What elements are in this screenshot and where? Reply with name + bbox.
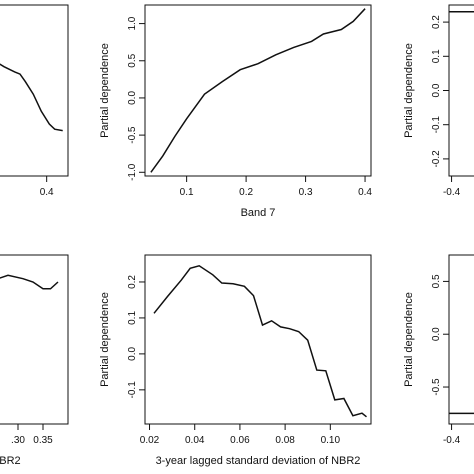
y-tick-label: 0.5	[127, 53, 138, 67]
y-tick-label: 1.0	[127, 16, 138, 30]
x-tick-label: 0.1	[180, 187, 194, 198]
partial-dependence-line	[0, 63, 63, 132]
y-tick-label: 0.0	[127, 346, 138, 360]
x-tick-label: 0.3	[299, 187, 313, 198]
y-tick-label: -0.5	[127, 126, 138, 144]
panel-top-middle: 0.1 0.2 0.3 0.4 -1.0 -0.5 0.0 0.5 1.0 Partial dep…	[99, 4, 372, 219]
partial-dependence-line	[150, 8, 366, 173]
x-axis-title: Band 7	[241, 207, 276, 219]
y-tick-label: 0.2	[127, 275, 138, 289]
partial-dependence-line	[0, 274, 59, 290]
plot-frame	[144, 4, 372, 177]
y-tick-label: -0.5	[431, 378, 442, 396]
x-tick-label: -0.4	[443, 187, 461, 198]
panel-top-left: 0.4	[0, 4, 69, 198]
panel-bottom-left: .30 0.35 NBR2	[0, 254, 69, 467]
plot-frame	[0, 4, 69, 177]
y-tick-label: 0.0	[127, 91, 138, 105]
x-tick-label: 0.35	[33, 435, 53, 446]
y-tick-label: 0.0	[431, 83, 442, 97]
y-tick-label: -1.0	[127, 163, 138, 181]
plot-frame	[0, 254, 69, 425]
x-tick-label: 0.10	[321, 435, 341, 446]
y-tick-label: -0.1	[431, 116, 442, 134]
y-tick-label: -0.1	[127, 381, 138, 399]
x-tick-label: 0.06	[230, 435, 250, 446]
x-tick-label: 0.2	[239, 187, 253, 198]
x-tick-label: -0.4	[443, 435, 461, 446]
y-tick-label: 0.2	[431, 15, 442, 29]
x-tick-label: 0.08	[275, 435, 295, 446]
x-axis-title: 3-year lagged standard deviation of NBR2	[156, 455, 361, 467]
y-tick-label: -0.2	[431, 150, 442, 168]
x-tick-label: 0.02	[140, 435, 160, 446]
y-tick-label: 0.0	[431, 327, 442, 341]
x-axis-title: NBR2	[0, 455, 21, 467]
y-axis-title: Partial dependence	[403, 292, 415, 387]
plot-frame	[144, 254, 372, 425]
x-tick-label: 0.4	[40, 187, 54, 198]
panel-top-right: -0.4 -0.2 -0.1 0.0 0.1 0.2 Partial dependence	[403, 4, 474, 198]
y-tick-label: 0.1	[431, 49, 442, 63]
x-tick-label: 0.4	[358, 187, 372, 198]
y-axis-title: Partial dependence	[403, 43, 415, 138]
panel-bottom-right: -0.4 -0.5 0.0 0.5 Partial dependence	[403, 254, 474, 446]
panel-bottom-middle: 0.02 0.04 0.06 0.08 0.10 -0.1 0.0 0.1 0.2 Partial…	[99, 254, 372, 467]
x-tick-label: 0.04	[185, 435, 205, 446]
plot-frame	[448, 254, 474, 425]
y-axis-title: Partial dependence	[99, 292, 111, 387]
y-tick-label: 0.1	[127, 311, 138, 325]
y-axis-title: Partial dependence	[99, 43, 111, 138]
x-tick-label: .30	[11, 435, 25, 446]
partial-dependence-line	[153, 264, 367, 418]
y-tick-label: 0.5	[431, 274, 442, 288]
